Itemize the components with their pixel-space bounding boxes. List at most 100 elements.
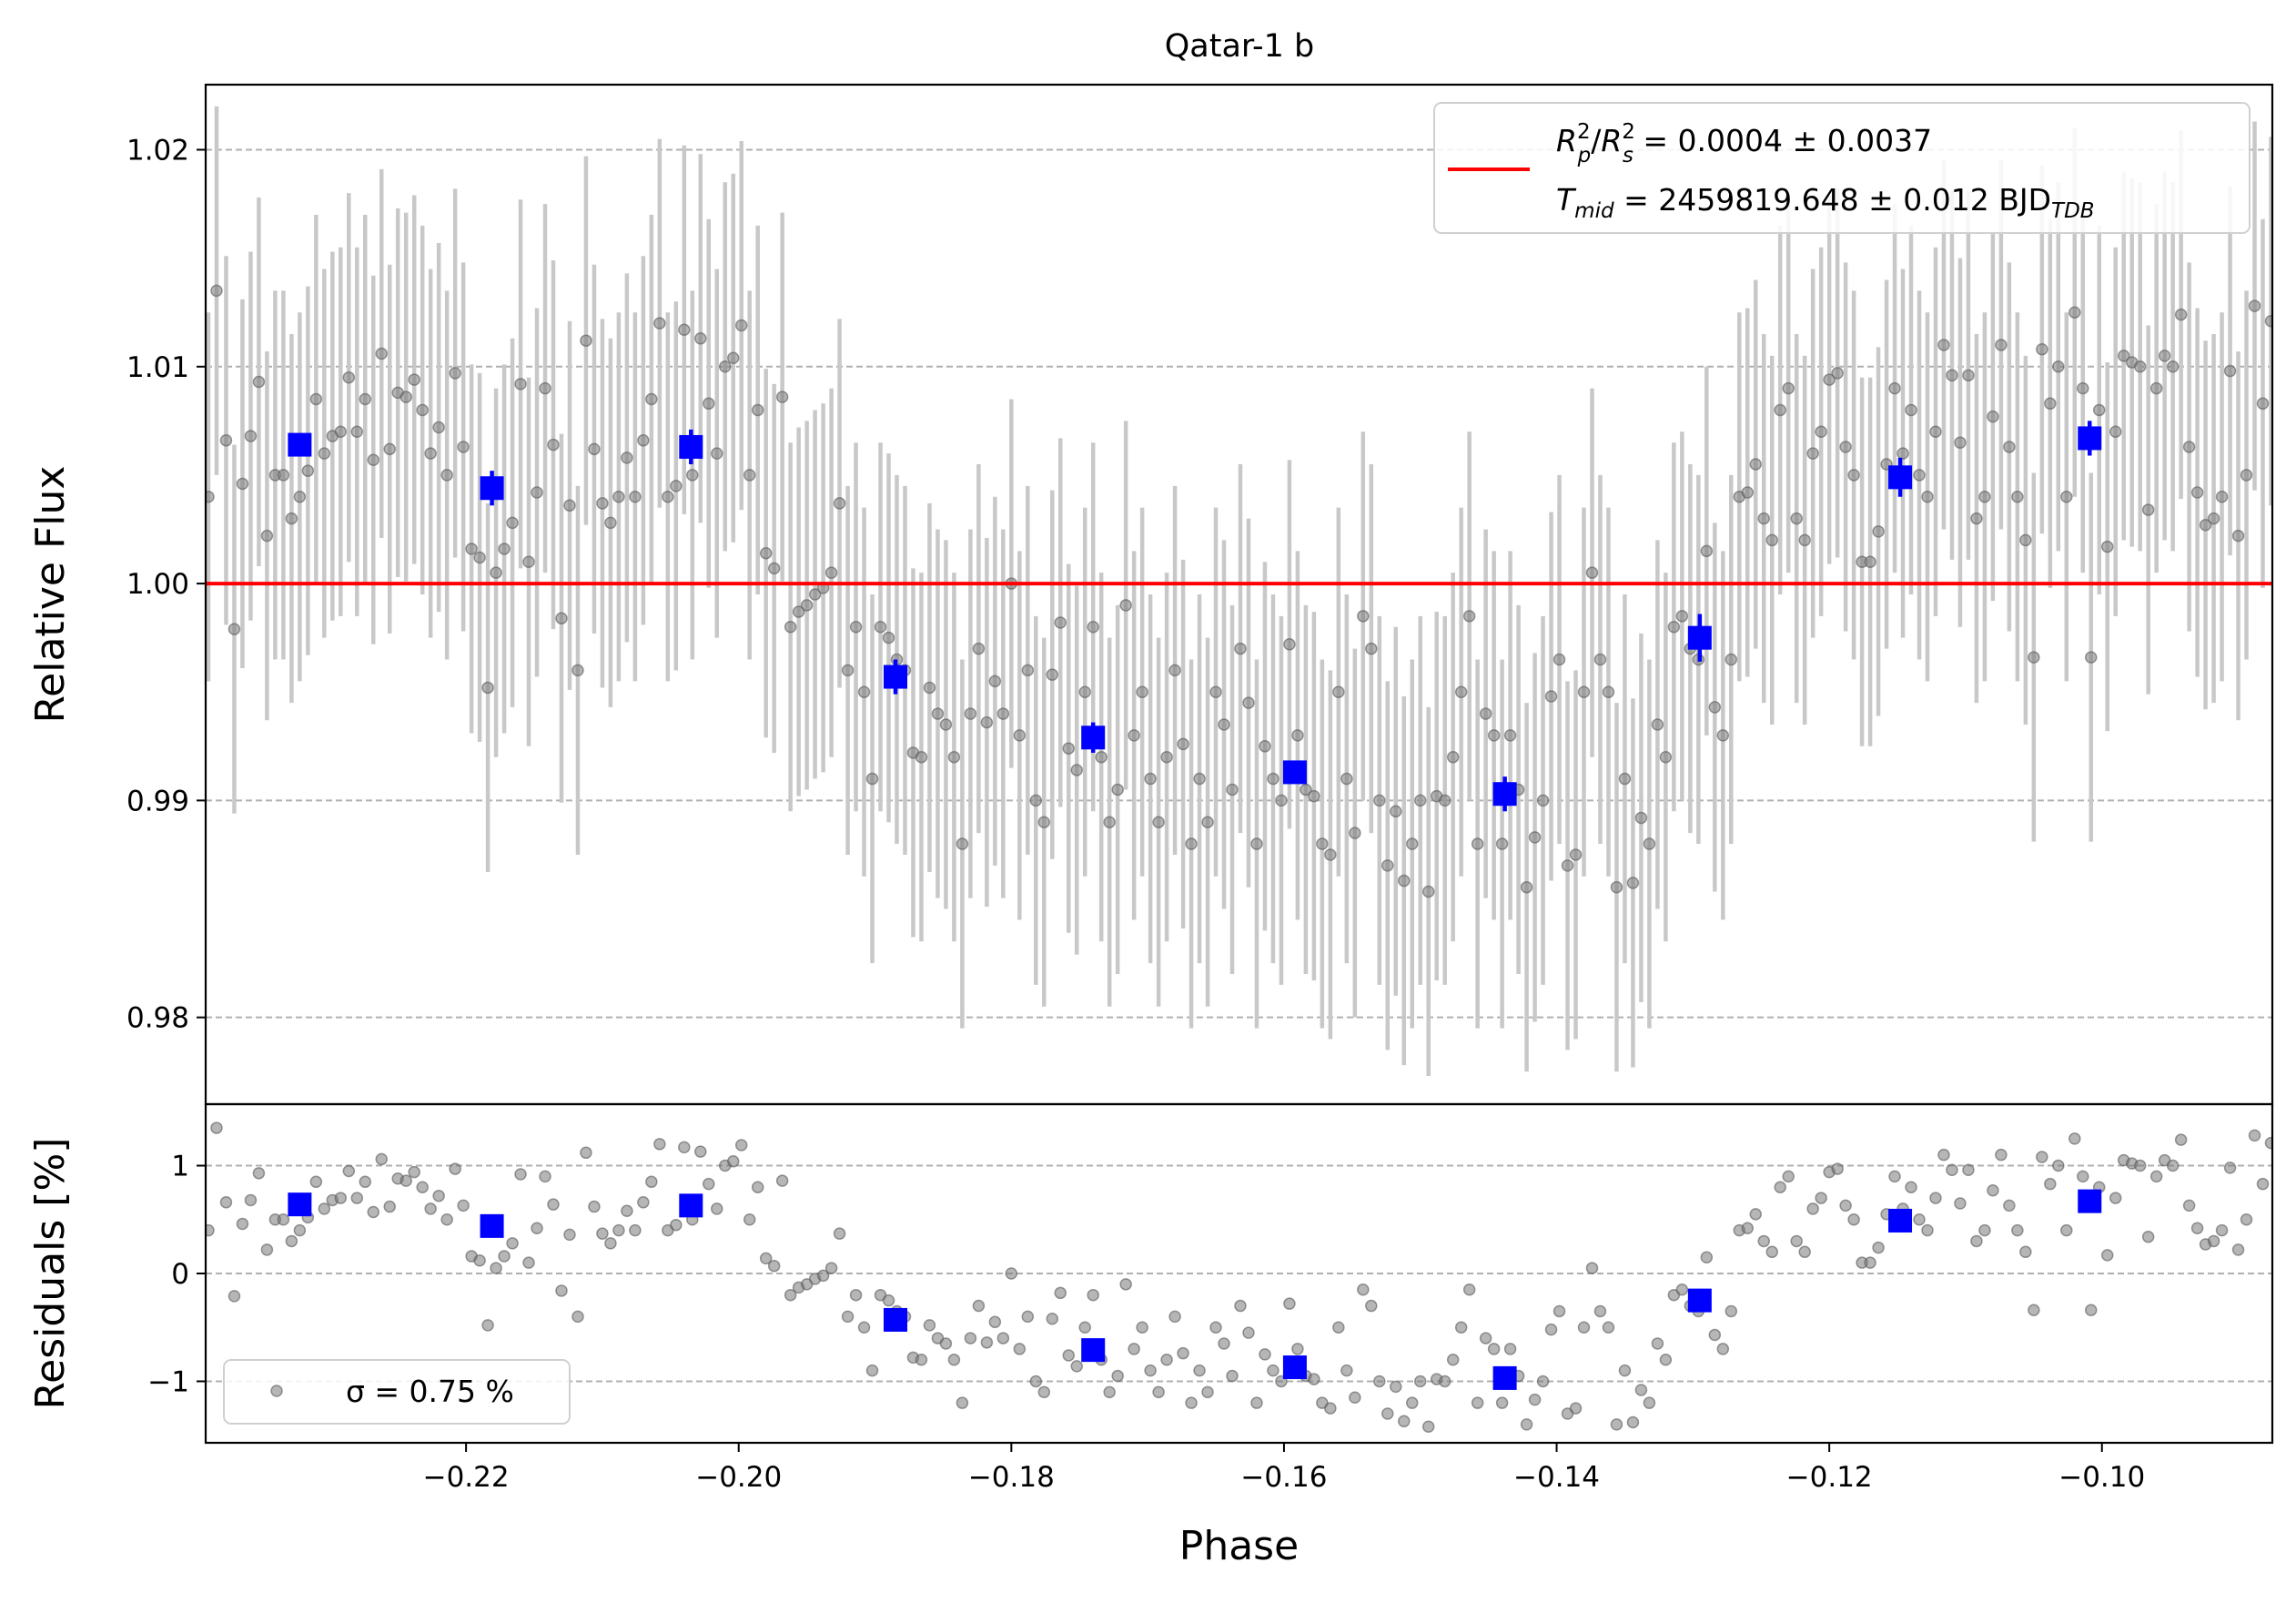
flux-raw-point <box>1741 486 1755 499</box>
flux-raw-point <box>1201 816 1214 828</box>
residual-raw-point <box>1471 1396 1484 1409</box>
residual-raw-point <box>1872 1241 1885 1254</box>
residual-raw-point <box>1037 1385 1051 1399</box>
residual-binned-point <box>1687 1288 1712 1313</box>
flux-raw-point <box>1152 816 1165 828</box>
flux-binned-point <box>1282 760 1307 785</box>
flux-raw-point <box>711 447 723 460</box>
residual-raw-point <box>1242 1326 1255 1339</box>
residual-raw-point <box>767 1259 781 1273</box>
flux-raw-points <box>206 284 2272 898</box>
flux-raw-point <box>1291 729 1304 742</box>
residual-raw-point <box>1954 1197 1967 1210</box>
residual-raw-point <box>506 1237 519 1250</box>
residual-raw-point <box>490 1262 502 1274</box>
flux-raw-point <box>833 497 846 510</box>
flux-raw-point <box>1373 794 1386 807</box>
flux-raw-point <box>792 605 805 618</box>
flux-raw-point <box>1757 512 1770 525</box>
flux-raw-point <box>956 837 969 850</box>
flux-raw-point <box>1357 610 1370 623</box>
flux-raw-point <box>206 491 215 503</box>
residual-raw-point <box>1503 1343 1517 1355</box>
flux-raw-point <box>490 566 502 579</box>
residual-raw-point <box>1839 1199 1852 1212</box>
residual-raw-point <box>1528 1393 1542 1406</box>
residuals-y-tick-label: 1 <box>171 1151 189 1183</box>
flux-raw-point <box>1177 737 1189 751</box>
residual-raw-point <box>1193 1364 1206 1377</box>
residual-raw-point <box>1005 1267 1018 1280</box>
flux-raw-point <box>2003 441 2016 453</box>
flux-raw-point <box>1160 750 1173 764</box>
flux-raw-point <box>1864 555 1876 569</box>
flux-y-tick-label: 1.00 <box>126 568 189 601</box>
residuals-y-tick-label: −1 <box>147 1365 189 1398</box>
residual-raw-point <box>1070 1360 1083 1373</box>
residuals-y-axis-label: Residuals [%] <box>27 1138 74 1410</box>
flux-raw-point <box>841 664 855 677</box>
residual-raw-point <box>580 1146 592 1160</box>
flux-raw-point <box>2100 540 2114 553</box>
residual-raw-point <box>2109 1192 2122 1204</box>
residual-raw-point <box>2231 1243 2245 1256</box>
flux-raw-point <box>1316 837 1329 850</box>
residual-raw-point <box>2052 1159 2065 1172</box>
flux-raw-point <box>400 391 412 403</box>
residual-raw-point <box>522 1256 535 1269</box>
flux-raw-point <box>1929 425 1942 439</box>
flux-raw-point <box>751 403 764 417</box>
residual-raw-point <box>1152 1385 1165 1399</box>
residual-raw-point <box>645 1175 658 1189</box>
residual-raw-point <box>1659 1354 1673 1366</box>
flux-raw-point <box>1405 837 1419 850</box>
residual-raw-point <box>1888 1170 1901 1183</box>
residual-binned-point <box>1282 1355 1307 1380</box>
flux-raw-point <box>996 707 1010 720</box>
residual-raw-point <box>531 1222 543 1234</box>
flux-raw-point <box>2133 360 2147 373</box>
residual-raw-point <box>775 1174 789 1187</box>
flux-raw-point <box>645 392 658 406</box>
residual-raw-point <box>824 1262 838 1274</box>
residual-raw-point <box>1626 1415 1640 1429</box>
flux-raw-point <box>1283 638 1296 651</box>
flux-raw-point <box>293 491 307 503</box>
residual-raw-point <box>1267 1364 1279 1377</box>
flux-raw-point <box>2060 491 2073 503</box>
residual-raw-point <box>980 1336 994 1349</box>
residual-raw-point <box>1291 1343 1304 1355</box>
residual-raw-point <box>1357 1283 1370 1296</box>
residual-raw-point <box>1308 1373 1320 1385</box>
flux-raw-point <box>1218 718 1230 731</box>
flux-y-axis-label: Relative Flux <box>27 466 74 724</box>
flux-binned-point <box>1888 465 1913 490</box>
residual-raw-point <box>1209 1321 1222 1334</box>
flux-raw-point <box>1749 458 1762 471</box>
flux-raw-point <box>498 543 511 555</box>
flux-raw-point <box>1250 837 1263 850</box>
residual-binned-point <box>1081 1338 1106 1363</box>
flux-raw-point <box>1831 367 1844 380</box>
residual-raw-point <box>2248 1129 2261 1142</box>
flux-raw-point <box>1520 880 1533 894</box>
flux-raw-point <box>1259 740 1271 753</box>
flux-raw-point <box>734 319 748 332</box>
residual-raw-point <box>1405 1396 1419 1409</box>
flux-raw-point <box>1937 339 1950 351</box>
residual-raw-point <box>1087 1288 1099 1302</box>
residual-raw-point <box>1111 1369 1124 1383</box>
flux-raw-point <box>228 623 241 635</box>
residual-raw-point <box>588 1200 601 1213</box>
flux-raw-point <box>555 612 568 624</box>
residual-raw-point <box>2240 1213 2253 1226</box>
flux-raw-point <box>1553 653 1566 666</box>
phase-x-tick-label: −0.16 <box>1240 1461 1327 1494</box>
residual-raw-point <box>1185 1396 1198 1409</box>
flux-raw-point <box>473 551 486 564</box>
flux-raw-point <box>1503 729 1517 742</box>
residual-raw-point <box>1774 1181 1786 1193</box>
flux-raw-point <box>743 469 756 482</box>
flux-raw-point <box>1774 403 1786 417</box>
flux-raw-point <box>1095 750 1108 764</box>
